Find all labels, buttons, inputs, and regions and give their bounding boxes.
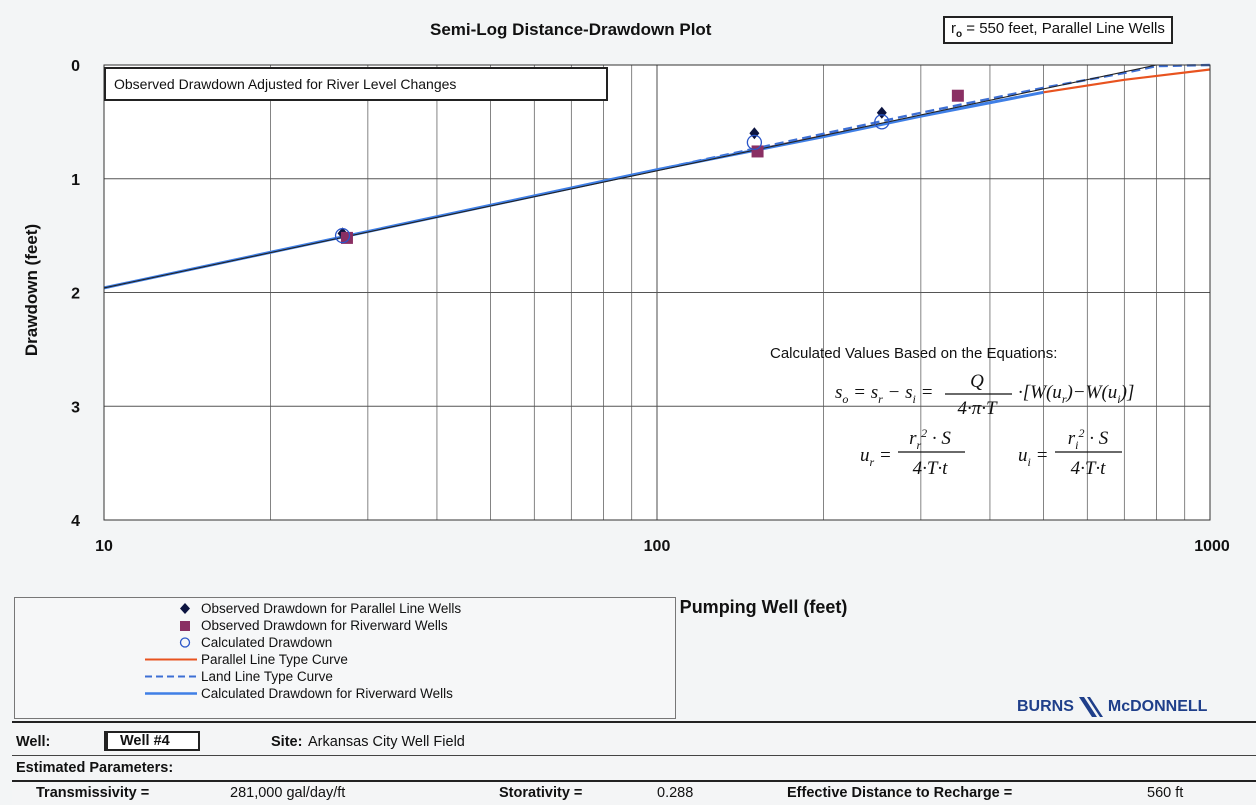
plot-svg: 0 1 2 3 4 10 100 1000: [71, 58, 1230, 555]
y-tick-label: 3: [71, 399, 80, 416]
parameter-symbol: r: [951, 20, 956, 37]
params-heading: Estimated Parameters:: [16, 760, 174, 776]
logo-mark-icon: [1078, 697, 1103, 717]
y-tick-label: 2: [71, 286, 80, 303]
site-label: Site:: [271, 734, 303, 750]
series-line-6: [103, 64, 1157, 289]
series-points: [334, 89, 964, 244]
info-panel: Well: Site: Arkansas City Well Field Est…: [12, 721, 1256, 805]
square-point: [751, 145, 764, 158]
site-value: Arkansas City Well Field: [308, 734, 465, 750]
svg-text:·[W(ur)−W(ui)]: ·[W(ur)−W(ui)]: [1018, 382, 1134, 406]
plot-frame: [103, 64, 1211, 521]
legend: Observed Drawdown for Parallel Line Well…: [14, 597, 676, 719]
tick-labels: 0 1 2 3 4 10 100 1000: [71, 58, 1230, 555]
parameter-subscript: o: [956, 29, 963, 40]
parameter-box: ro = 550 feet, Parallel Line Wells: [943, 16, 1173, 44]
square-point: [951, 89, 964, 102]
open-circle-point: [874, 114, 890, 130]
svg-text:ri2 · S: ri2 · S: [1068, 426, 1109, 452]
svg-text:ui =: ui =: [1018, 445, 1048, 469]
solid-blue-line-icon: [145, 692, 197, 695]
x-tick-label: 1000: [1194, 538, 1230, 555]
storativity-label: Storativity =: [499, 785, 583, 801]
transmissivity-value: 281,000 gal/day/ft: [230, 785, 346, 801]
legend-item-riverward-curve: Calculated Drawdown for Riverward Wells: [15, 685, 675, 702]
svg-text:so = sr − si =: so = sr − si =: [835, 382, 933, 406]
open-circle-marker-icon: [179, 637, 191, 648]
chart-title: Semi-Log Distance-Drawdown Plot: [430, 20, 712, 39]
legend-item-riverward-observed: Observed Drawdown for Riverward Wells: [15, 617, 675, 634]
legend-item-parallel-curve: Parallel Line Type Curve: [15, 651, 675, 668]
recharge-label: Effective Distance to Recharge =: [787, 785, 1013, 801]
storativity-value: 0.288: [657, 785, 694, 801]
legend-item-land-curve: Land Line Type Curve: [15, 668, 675, 685]
equations-intro: Calculated Values Based on the Equations…: [770, 345, 1058, 362]
parameter-text: = 550 feet, Parallel Line Wells: [966, 20, 1165, 37]
dashed-blue-line-icon: [145, 675, 197, 678]
x-tick-label: 10: [95, 538, 113, 555]
svg-text:ur =: ur =: [860, 445, 892, 469]
svg-text:4·T·t: 4·T·t: [913, 458, 949, 479]
legend-item-parallel-observed: Observed Drawdown for Parallel Line Well…: [15, 600, 675, 617]
svg-text:Q: Q: [970, 371, 984, 392]
diamond-marker-icon: [180, 603, 190, 614]
open-circle-point: [746, 134, 763, 151]
annotation-box: Observed Drawdown Adjusted for River Lev…: [104, 67, 608, 101]
open-circle-point: [334, 227, 351, 244]
y-tick-label: 4: [71, 513, 80, 530]
svg-text:4·π·T: 4·π·T: [957, 398, 998, 419]
series-line-5: [103, 90, 1044, 290]
well-label: Well:: [16, 734, 51, 750]
x-tick-label: 100: [644, 538, 671, 555]
legend-item-calculated: Calculated Drawdown: [15, 634, 675, 651]
series-lines: [103, 63, 1211, 290]
square-marker-icon: [180, 621, 190, 631]
solid-orange-line-icon: [145, 658, 197, 661]
recharge-value: 560 ft: [1147, 785, 1184, 801]
svg-text:rr2 · S: rr2 · S: [909, 426, 951, 452]
equations-graphic: so = sr − si = Q 4·π·T ·[W(ur)−W(ui)] ur…: [835, 371, 1134, 479]
well-value: Well #4: [104, 731, 200, 751]
grid-lines: [104, 65, 1210, 520]
y-tick-label: 0: [71, 58, 80, 75]
company-logo: BURNS McDONNELL: [1017, 694, 1207, 720]
transmissivity-label: Transmissivity =: [36, 785, 150, 801]
svg-text:4·T·t: 4·T·t: [1071, 458, 1107, 479]
y-axis-label: Drawdown (feet): [22, 223, 41, 357]
y-tick-label: 1: [71, 172, 80, 189]
